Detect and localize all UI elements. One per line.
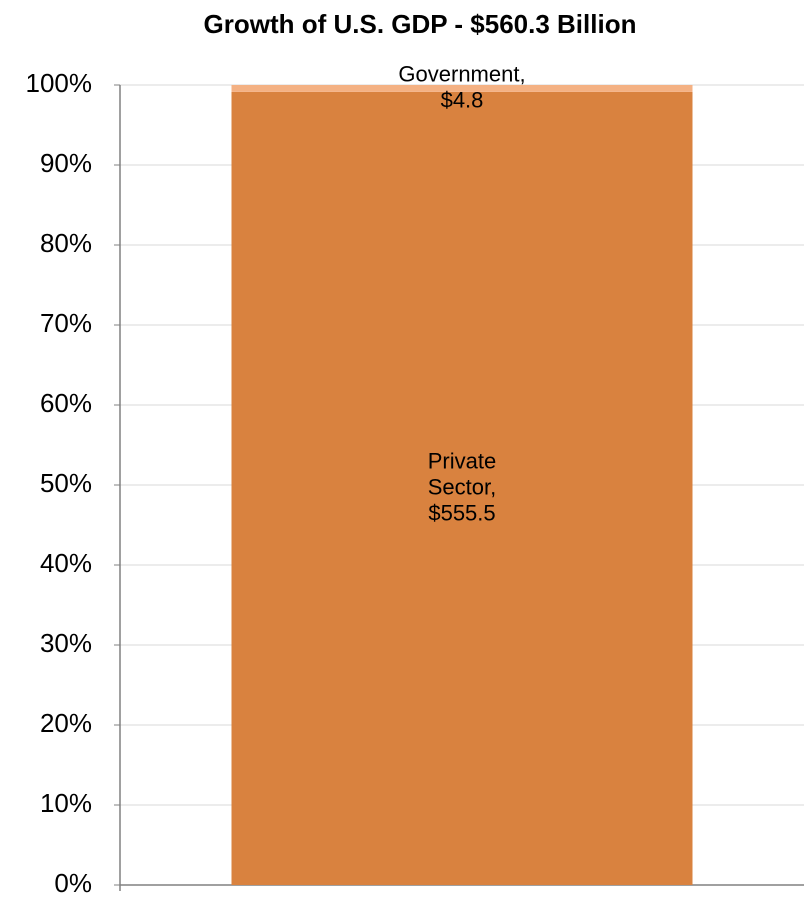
y-tick-label: 60%: [40, 388, 92, 418]
y-tick-label: 0%: [54, 868, 92, 898]
chart-title: Growth of U.S. GDP - $560.3 Billion: [204, 9, 637, 39]
y-tick-label: 70%: [40, 308, 92, 338]
y-tick-label: 20%: [40, 708, 92, 738]
bar-segment: [231, 85, 693, 92]
y-tick-label: 90%: [40, 148, 92, 178]
bar-segment: [231, 91, 693, 886]
data-label: Private Sector, $555.5: [428, 448, 496, 525]
y-tick-label: 30%: [40, 628, 92, 658]
y-tick-label: 100%: [26, 68, 93, 98]
y-tick-label: 80%: [40, 228, 92, 258]
y-tick-label: 10%: [40, 788, 92, 818]
y-tick-label: 40%: [40, 548, 92, 578]
y-tick-label: 50%: [40, 468, 92, 498]
data-label: Government, $4.8: [398, 61, 525, 112]
